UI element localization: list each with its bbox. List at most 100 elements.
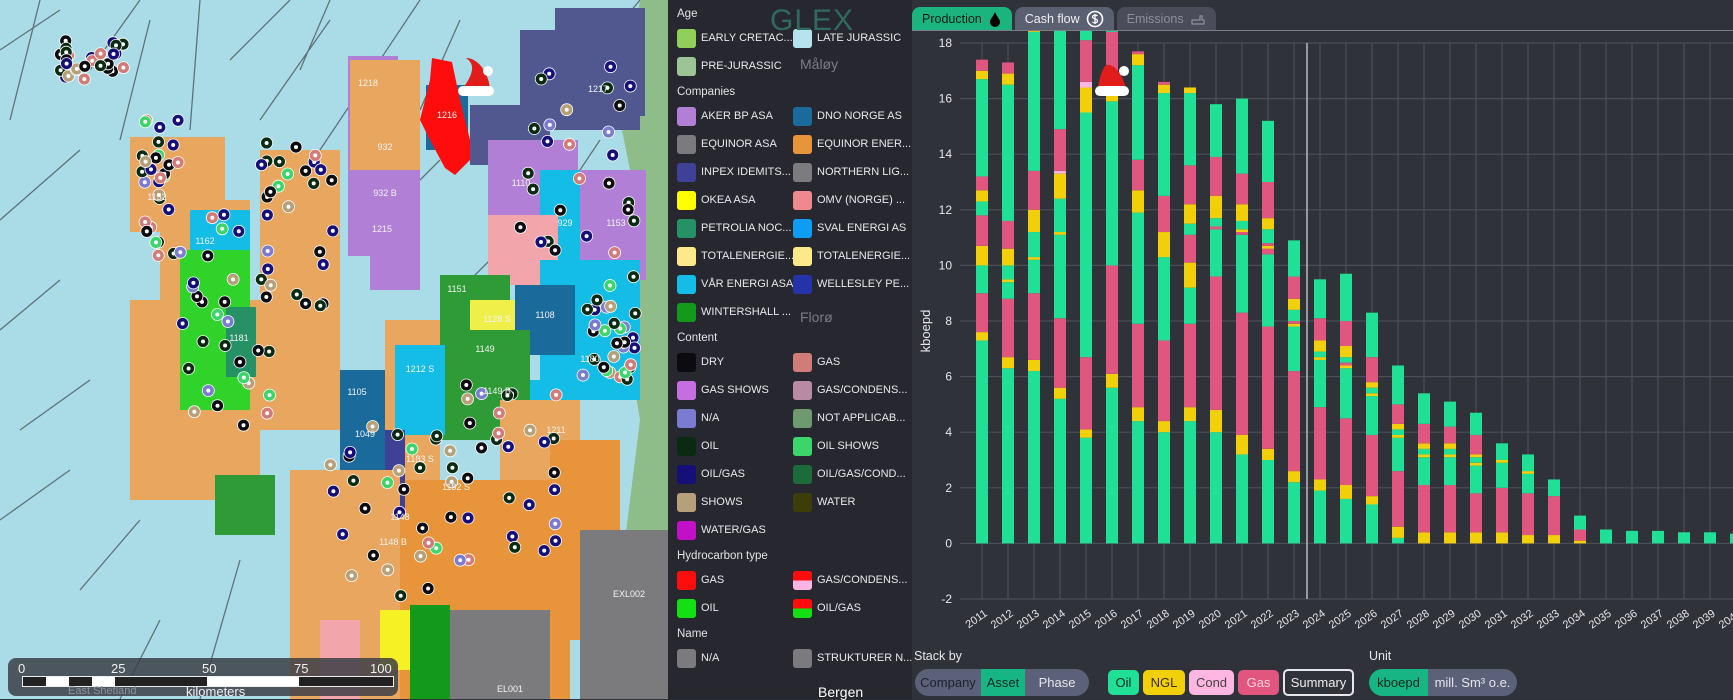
bar-segment-ngl[interactable]: [1184, 407, 1196, 422]
bar-segment-gas[interactable]: [1054, 318, 1066, 388]
bar-segment-gas[interactable]: [1002, 62, 1014, 74]
bar-segment-gas[interactable]: [1158, 195, 1170, 233]
bar-segment-ngl[interactable]: [1184, 204, 1196, 224]
bar-segment-oil[interactable]: [1470, 412, 1482, 435]
bar-segment-ngl[interactable]: [1314, 357, 1326, 360]
bar-segment-oil[interactable]: [1392, 437, 1404, 472]
bar-segment-ngl[interactable]: [1158, 84, 1170, 94]
legend-item[interactable]: WATER/GAS: [677, 520, 766, 540]
stack-phase-button[interactable]: Phase: [1025, 669, 1089, 696]
bar-segment-oil[interactable]: [1288, 326, 1300, 372]
bar-segment-gas[interactable]: [1444, 426, 1456, 444]
legend-item[interactable]: EARLY CRETAC...: [677, 28, 793, 48]
bar-segment-ngl[interactable]: [1002, 248, 1014, 266]
bar-segment-oil[interactable]: [1314, 279, 1326, 319]
bar-segment-oil[interactable]: [1444, 401, 1456, 427]
bar-segment-gas[interactable]: [1470, 493, 1482, 533]
bar-segment-oil[interactable]: [1158, 432, 1170, 544]
legend-item[interactable]: NORTHERN LIG...: [793, 162, 909, 182]
bar-segment-ngl[interactable]: [976, 190, 988, 202]
bar-segment-ngl[interactable]: [1080, 87, 1092, 113]
filter-oil-button[interactable]: Oil: [1108, 670, 1139, 695]
bar-segment-gas[interactable]: [1418, 423, 1430, 444]
bar-segment-oil[interactable]: [1002, 84, 1014, 221]
bar-segment-gas[interactable]: [1080, 40, 1092, 82]
bar-segment-ngl[interactable]: [1158, 232, 1170, 258]
bar-segment-gas[interactable]: [1080, 357, 1092, 430]
bar-segment-gas[interactable]: [1236, 312, 1248, 435]
bar-segment-cond[interactable]: [1054, 170, 1066, 174]
bar-segment-oil[interactable]: [1652, 530, 1664, 544]
bar-segment-ngl[interactable]: [1236, 434, 1248, 455]
legend-item[interactable]: AKER BP ASA: [677, 106, 773, 126]
legend-item[interactable]: TOTALENERGIE...: [793, 246, 910, 266]
bar-segment-ngl[interactable]: [1470, 462, 1482, 466]
bar-segment-oil[interactable]: [976, 201, 988, 216]
filter-cond-button[interactable]: Cond: [1189, 670, 1234, 695]
bar-segment-gas[interactable]: [1366, 434, 1378, 497]
bar-segment-ngl[interactable]: [1028, 359, 1040, 372]
bar-segment-oil[interactable]: [1236, 98, 1248, 174]
tab-cash-flow[interactable]: Cash flow: [1014, 7, 1114, 31]
legend-item[interactable]: OIL SHOWS: [793, 436, 879, 456]
bar-segment-ngl[interactable]: [1314, 479, 1326, 491]
bar-segment-ngl[interactable]: [1418, 443, 1430, 449]
bar-segment-gas[interactable]: [1132, 51, 1144, 55]
bar-segment-ngl[interactable]: [1548, 535, 1560, 544]
tab-production[interactable]: Production: [912, 7, 1012, 31]
bar-segment-oil[interactable]: [1106, 31, 1118, 32]
bar-segment-ngl[interactable]: [1132, 190, 1144, 213]
legend-item[interactable]: GAS/CONDENS...: [793, 570, 907, 590]
bar-segment-ngl[interactable]: [1002, 73, 1014, 85]
bar-segment-oil[interactable]: [1496, 443, 1508, 460]
legend-item[interactable]: SHOWS: [677, 492, 743, 512]
bar-segment-oil[interactable]: [1080, 31, 1092, 41]
bar-segment-oil[interactable]: [1106, 387, 1118, 544]
bar-segment-oil[interactable]: [1288, 482, 1300, 544]
legend-item[interactable]: PRE-JURASSIC: [677, 56, 782, 76]
bar-segment-gas[interactable]: [1106, 265, 1118, 374]
bar-segment-ngl[interactable]: [1496, 460, 1508, 463]
bar-segment-oil[interactable]: [1184, 93, 1196, 166]
bar-segment-gas[interactable]: [1262, 248, 1274, 255]
bar-segment-gas[interactable]: [1340, 321, 1352, 347]
bar-segment-gas[interactable]: [1366, 357, 1378, 383]
bar-segment-oil[interactable]: [1548, 479, 1560, 497]
bar-segment-ngl[interactable]: [1262, 448, 1274, 460]
legend-item[interactable]: STRUKTURER N...: [793, 648, 912, 668]
bar-segment-ngl[interactable]: [1054, 232, 1066, 235]
legend-item[interactable]: WATER: [793, 492, 856, 512]
legend-item[interactable]: N/A: [677, 408, 719, 428]
bar-segment-gas[interactable]: [1392, 404, 1404, 424]
bar-segment-oil[interactable]: [1730, 533, 1733, 544]
bar-segment-oil[interactable]: [976, 79, 988, 177]
bar-segment-oil[interactable]: [1340, 368, 1352, 419]
bar-segment-oil[interactable]: [1340, 273, 1352, 321]
bar-segment-oil[interactable]: [1080, 112, 1092, 358]
bar-segment-ngl[interactable]: [1288, 298, 1300, 310]
bar-segment-oil[interactable]: [1158, 93, 1170, 196]
bar-segment-oil[interactable]: [1210, 218, 1222, 227]
bar-segment-oil[interactable]: [1236, 220, 1248, 230]
legend-item[interactable]: DRY: [677, 352, 724, 372]
bar-segment-ngl[interactable]: [1288, 471, 1300, 483]
bar-segment-gas[interactable]: [976, 176, 988, 191]
legend-item[interactable]: NOT APPLICAB...: [793, 408, 905, 428]
bar-segment-ngl[interactable]: [1444, 443, 1456, 449]
legend-item[interactable]: N/A: [677, 648, 719, 668]
bar-segment-ngl[interactable]: [1392, 423, 1404, 430]
bar-segment-gas[interactable]: [1236, 173, 1248, 205]
bar-segment-oil[interactable]: [1366, 387, 1378, 394]
bar-segment-oil[interactable]: [1054, 234, 1066, 319]
bar-segment-oil[interactable]: [1470, 457, 1482, 463]
bar-segment-ngl[interactable]: [1288, 323, 1300, 327]
legend-item[interactable]: LATE JURASSIC: [793, 28, 901, 48]
bar-segment-oil[interactable]: [1366, 312, 1378, 358]
bar-segment-oil[interactable]: [1418, 393, 1430, 424]
bar-segment-oil[interactable]: [1444, 457, 1456, 486]
bar-segment-gas[interactable]: [1548, 496, 1560, 536]
legend-item[interactable]: OIL/GAS: [793, 598, 861, 618]
bar-segment-cond[interactable]: [1080, 81, 1092, 88]
bar-segment-oil[interactable]: [1366, 396, 1378, 435]
